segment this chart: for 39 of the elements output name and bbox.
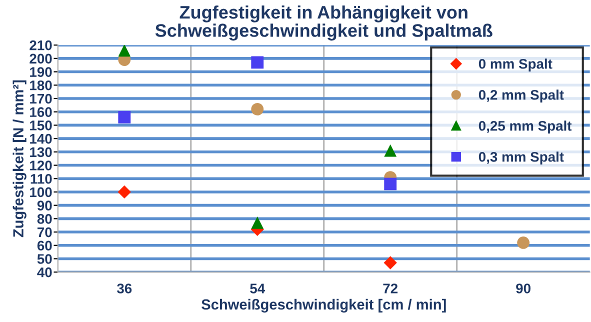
y-tick-label: 50 [37,254,52,264]
y-tick-label: 120 [30,160,52,170]
y-tick-label: 40 [37,267,52,278]
x-tick-label: 90 [516,284,530,294]
point [118,110,131,124]
y-tick-label: 210 [30,40,52,50]
y-tick-label: 200 [30,54,52,64]
point [384,256,397,270]
point [384,178,397,190]
y-tick-label: 160 [30,107,52,118]
y-tick-label: 70 [38,227,52,238]
point [251,56,264,69]
y-axis-title: Zugfestigkeit [N / mm²] [12,80,26,238]
y-tick-label: 140 [30,134,52,144]
y-tick-label: 90 [37,200,52,210]
x-tick-label: 72 [383,284,398,294]
legend-label: 0,25 mm Spalt [478,120,572,134]
y-tick-label: 100 [30,187,52,198]
y-tick-label: 180 [30,80,52,90]
x-axis-title: Schweißgeschwindigkeit [cm / min] [202,298,446,313]
x-tick-label: 54 [250,284,266,294]
legend-label: 0,2 mm Spalt [478,90,564,103]
y-tick-label: 190 [30,67,52,77]
y-tick-label: 150 [30,120,52,130]
y-tick-label: 130 [30,147,52,158]
point [251,216,264,229]
y-tick-label: 170 [30,94,52,104]
point [251,102,264,116]
y-tick-label: 60 [37,240,52,251]
legend-label: 0,3 mm Spalt [478,152,564,165]
y-tick-label: 80 [37,214,52,224]
chart-title: Zugfestigkeit in Abhängigkeit von Schweißgeschwindigkeit und Spaltmaß [155,5,492,41]
x-tick-label: 36 [117,284,132,294]
point [118,185,131,199]
legend-label: 0 mm Spalt [478,58,552,72]
point [118,45,131,57]
point [384,144,397,157]
point [517,236,530,249]
y-tick-label: 110 [30,174,52,184]
